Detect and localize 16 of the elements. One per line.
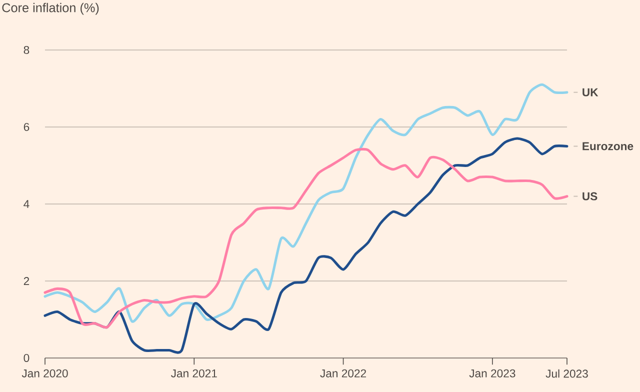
x-tick-label: Jan 2023 xyxy=(469,369,516,378)
line-series xyxy=(44,83,568,323)
y-tick-label: 8 xyxy=(24,46,30,54)
x-tick-label: Jan 2022 xyxy=(320,369,366,378)
y-tick-label: 6 xyxy=(24,122,30,131)
y-tick-label: 0 xyxy=(24,354,30,362)
y-tick-label: 2 xyxy=(24,277,30,285)
chart-title: Core inflation (%) xyxy=(2,2,99,15)
x-tick-label: Jan 2021 xyxy=(170,369,217,378)
x-tick-label: Jan 2020 xyxy=(22,369,68,378)
series-label: Eurozone xyxy=(582,142,634,150)
series-label: UK xyxy=(582,88,598,96)
line-series xyxy=(44,148,568,329)
x-tick-label: Jul 2023 xyxy=(546,369,588,378)
series-label: US xyxy=(582,192,598,200)
y-tick-label: 4 xyxy=(24,200,30,208)
